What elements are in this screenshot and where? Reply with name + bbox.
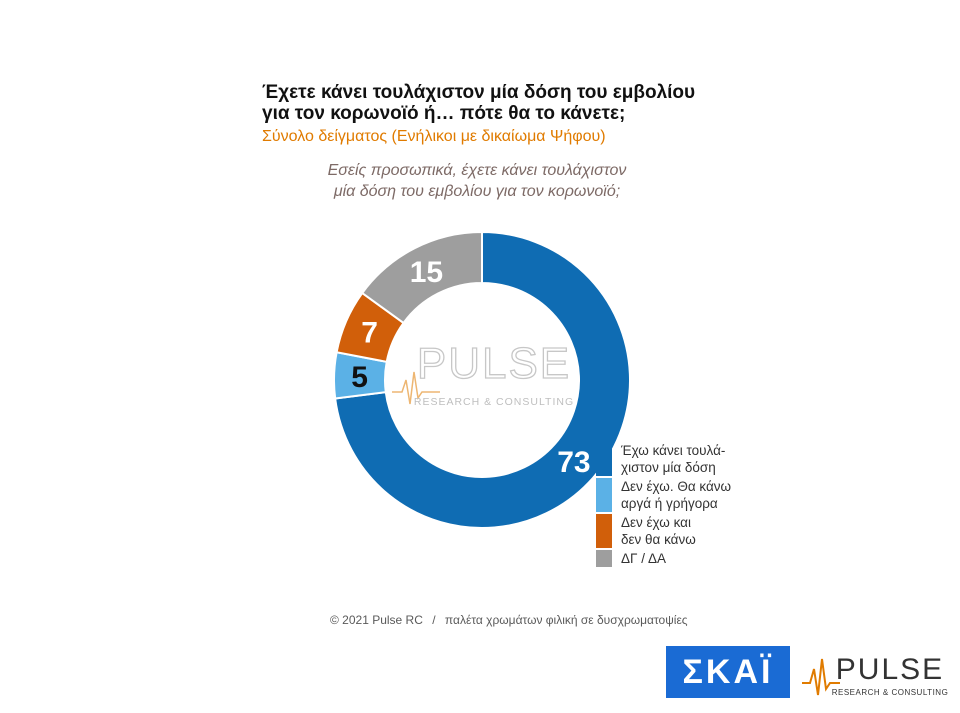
pulse-logo-tagline: RESEARCH & CONSULTING — [832, 688, 949, 697]
legend-label: Δεν έχω και δεν θα κάνω — [621, 514, 696, 548]
legend-item: Δεν έχω. Θα κάνω αργά ή γρήγορα — [596, 478, 796, 512]
legend: Έχω κάνει τουλά- χιστον μία δόση Δεν έχω… — [596, 442, 796, 569]
watermark-tagline: RESEARCH & CONSULTING — [414, 396, 574, 408]
pulse-watermark: PULSE RESEARCH & CONSULTING — [392, 338, 574, 408]
legend-swatch — [596, 442, 612, 476]
footer-separator: / — [432, 613, 436, 627]
chart-title-line2: για τον κορωνοϊό ή… πότε θα το κάνετε; — [262, 103, 626, 124]
legend-label-line1: ΔΓ / ΔΑ — [621, 551, 666, 566]
chart-subtitle: Σύνολο δείγματος (Ενήλικοι με δικαίωμα Ψ… — [262, 128, 606, 145]
slice-value-label: 7 — [361, 316, 378, 349]
legend-label-line1: Έχω κάνει τουλά- — [621, 443, 726, 458]
donut-slice — [360, 230, 483, 325]
legend-item: Δεν έχω και δεν θα κάνω — [596, 514, 796, 548]
question-line2: μία δόση του εμβολίου για τον κορωνοϊό; — [333, 183, 621, 200]
legend-item: Έχω κάνει τουλά- χιστον μία δόση — [596, 442, 796, 476]
title-block: Έχετε κάνει τουλάχιστον μία δόση του εμβ… — [262, 82, 742, 147]
pulse-logo-brand: PULSE — [836, 653, 944, 686]
legend-label-line1: Δεν έχω. Θα κάνω — [621, 479, 732, 494]
slice-value-label: 5 — [351, 361, 368, 394]
slice-value-label: 73 — [557, 446, 590, 479]
donut-slices — [333, 230, 631, 529]
legend-label: Έχω κάνει τουλά- χιστον μία δόση — [621, 442, 725, 476]
footer-copyright: © 2021 Pulse RC — [330, 613, 423, 627]
slice-labels: 73 5 7 15 — [351, 256, 590, 479]
skai-logo: ΣΚΑΪ — [666, 646, 790, 698]
legend-label-line2: αργά ή γρήγορα — [621, 496, 718, 511]
footer: © 2021 Pulse RC / παλέτα χρωμάτων φιλική… — [330, 613, 694, 627]
watermark-brand: PULSE — [417, 339, 571, 388]
legend-label-line2: χιστον μία δόση — [621, 460, 716, 475]
legend-swatch — [596, 550, 612, 567]
chart-title-line1: Έχετε κάνει τουλάχιστον μία δόση του εμβ… — [262, 82, 696, 103]
footer-note: παλέτα χρωμάτων φιλική σε δυσχρωματοψίες — [444, 613, 688, 627]
question-line1: Εσείς προσωπικά, έχετε κάνει τουλάχιστον — [327, 162, 627, 179]
watermark-pulse-line-icon — [392, 371, 440, 405]
legend-swatch — [596, 514, 612, 548]
slice-value-label: 15 — [410, 256, 443, 289]
legend-label-line2: δεν θα κάνω — [621, 532, 696, 547]
legend-label: Δεν έχω. Θα κάνω αργά ή γρήγορα — [621, 478, 731, 512]
donut-slice — [334, 230, 631, 529]
pulse-logo: PULSE RESEARCH & CONSULTING — [802, 653, 949, 697]
pulse-line-icon — [802, 658, 840, 696]
legend-item: ΔΓ / ΔΑ — [596, 550, 796, 567]
legend-label: ΔΓ / ΔΑ — [621, 550, 666, 567]
survey-question: Εσείς προσωπικά, έχετε κάνει τουλάχιστον… — [262, 160, 692, 202]
legend-swatch — [596, 478, 612, 512]
legend-label-line1: Δεν έχω και — [621, 515, 691, 530]
